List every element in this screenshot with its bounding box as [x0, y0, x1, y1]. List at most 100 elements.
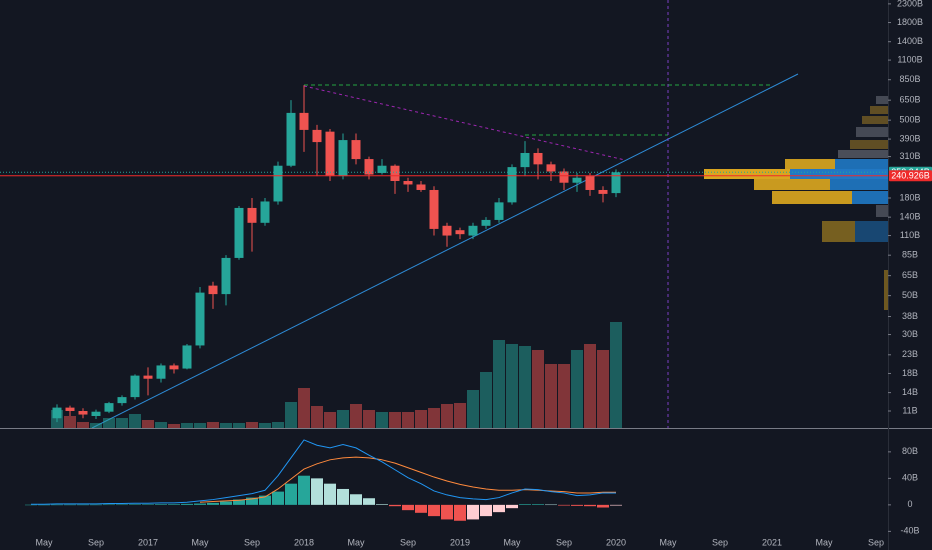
x-tick-label: Sep — [400, 537, 416, 547]
candle-body — [130, 375, 140, 398]
volume-bar — [181, 423, 193, 428]
y-tick-label: 1100B — [897, 54, 922, 64]
candle-body — [507, 167, 517, 203]
volume-bar — [532, 350, 544, 428]
macd-histogram-bar — [25, 504, 37, 506]
profile-row — [862, 116, 888, 124]
volume-bar — [597, 350, 609, 428]
volume-bar — [246, 422, 258, 428]
macd-histogram-bar — [298, 475, 310, 505]
profile-row — [830, 179, 888, 190]
volume-bar — [558, 364, 570, 428]
macd-histogram-bar — [233, 499, 245, 505]
profile-row — [838, 150, 888, 158]
volume-bar — [519, 346, 531, 428]
candle-body — [208, 285, 218, 295]
candle-body — [182, 345, 192, 369]
profile-row — [835, 159, 888, 169]
volume-bar — [272, 422, 284, 428]
profile-row — [876, 96, 888, 104]
volume-bar — [571, 350, 583, 428]
candle-body — [260, 201, 270, 223]
price-badge-label: 240.926B — [891, 171, 930, 181]
y-tick-label: 85B — [902, 250, 918, 260]
profile-row — [852, 191, 888, 204]
y-tick-label: 500B — [899, 115, 920, 125]
macd-histogram-bar — [51, 504, 63, 506]
macd-histogram-bar — [363, 498, 375, 505]
macd-histogram-bar — [142, 504, 154, 505]
macd-histogram-bar — [337, 488, 349, 505]
x-tick-label: May — [659, 537, 677, 547]
candle-body — [299, 112, 309, 130]
macd-y-tick-label: 80B — [902, 446, 918, 456]
volume-bar — [350, 404, 362, 428]
volume-bar — [415, 410, 427, 428]
macd-histogram-bar — [155, 504, 167, 505]
y-tick-label: 1800B — [897, 17, 923, 27]
candle-body — [520, 152, 530, 168]
y-tick-label: 140B — [899, 212, 920, 222]
candle-body — [481, 219, 491, 226]
volume-bar — [259, 423, 271, 428]
candle-body — [195, 292, 205, 346]
y-tick-label: 180B — [899, 192, 920, 202]
candle-body — [117, 397, 127, 404]
macd-histogram-bar — [389, 504, 401, 507]
volume-bar — [389, 412, 401, 428]
macd-histogram-bar — [116, 504, 128, 506]
candle-body — [143, 375, 153, 379]
profile-row — [856, 127, 888, 137]
candle-body — [52, 407, 62, 419]
x-tick-label: Sep — [712, 537, 728, 547]
profile-row — [790, 169, 888, 179]
x-tick-label: May — [35, 537, 53, 547]
volume-bar — [207, 422, 219, 428]
volume-bar — [64, 416, 76, 428]
macd-histogram-bar — [519, 504, 531, 505]
volume-bar — [298, 388, 310, 428]
profile-row — [785, 159, 835, 169]
volume-bar — [103, 418, 115, 428]
profile-row — [850, 140, 888, 149]
y-tick-label: 650B — [899, 95, 920, 105]
y-tick-label: 850B — [899, 74, 920, 84]
macd-histogram-bar — [38, 504, 50, 506]
candle-body — [312, 129, 322, 143]
y-tick-label: 310B — [899, 151, 920, 161]
candle-body — [351, 140, 361, 160]
volume-bar — [337, 410, 349, 428]
volume-bar — [480, 372, 492, 428]
candle-body — [65, 407, 75, 411]
candle-body — [390, 165, 400, 182]
x-tick-label: Sep — [868, 537, 884, 547]
macd-histogram-bar — [324, 483, 336, 505]
candle-body — [429, 189, 439, 229]
y-tick-label: 50B — [902, 290, 918, 300]
volume-bar — [545, 364, 557, 428]
macd-histogram-bar — [571, 504, 583, 506]
candle-body — [325, 131, 335, 177]
volume-bar — [610, 322, 622, 428]
macd-histogram-bar — [272, 491, 284, 505]
volume-bar — [194, 423, 206, 428]
macd-histogram-bar — [376, 504, 388, 505]
y-tick-label: 23B — [902, 349, 918, 359]
macd-histogram-bar — [350, 494, 362, 505]
macd-histogram-bar — [207, 502, 219, 505]
volume-bar — [311, 406, 323, 428]
x-tick-label: May — [815, 537, 833, 547]
volume-bar — [363, 410, 375, 428]
macd-histogram-bar — [480, 504, 492, 517]
x-tick-label: 2018 — [294, 537, 314, 547]
candle-body — [585, 176, 595, 190]
macd-histogram-bar — [545, 504, 557, 506]
macd-y-tick-label: -40B — [900, 526, 919, 536]
volume-bar — [233, 423, 245, 428]
x-tick-label: 2020 — [606, 537, 626, 547]
macd-histogram-bar — [103, 504, 115, 506]
macd-histogram-bar — [610, 504, 622, 506]
macd-histogram-bar — [259, 495, 271, 505]
x-tick-label: May — [503, 537, 521, 547]
